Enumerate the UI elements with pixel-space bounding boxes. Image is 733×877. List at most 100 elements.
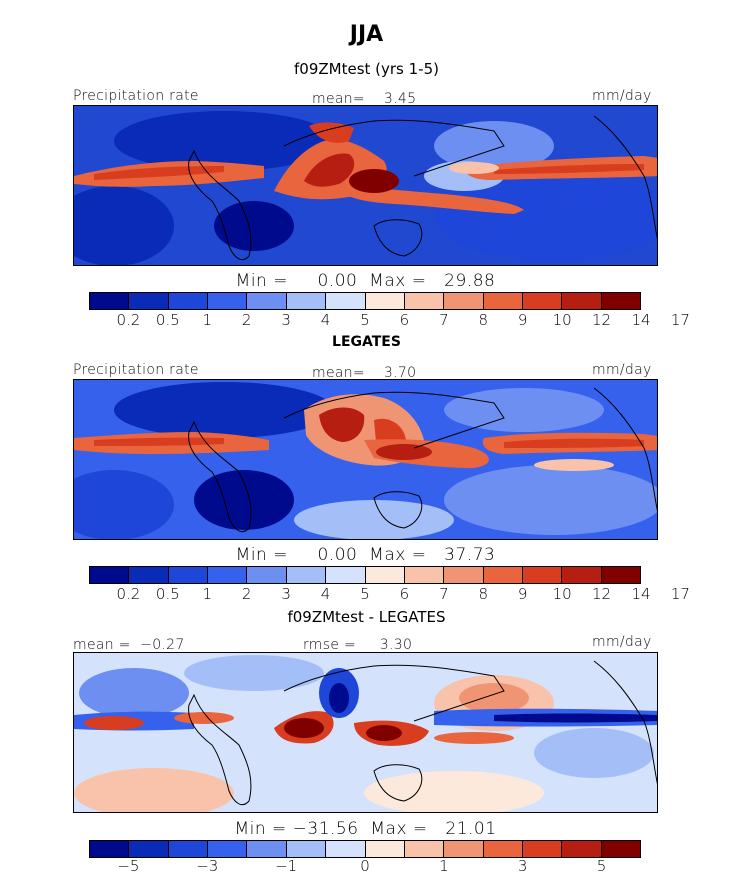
colorbar-segment	[404, 293, 445, 309]
colorbar-tick-label: 4	[320, 585, 331, 603]
colorbar-segment	[562, 293, 602, 309]
panel-1-min-max: Min = 0.00 Max = 29.88	[235, 271, 496, 291]
panel-1-units-label: mm/day	[592, 88, 652, 104]
colorbar-tick-label: 3	[281, 311, 291, 329]
colorbar-tick-label: 7	[439, 585, 449, 603]
colorbar-tick-label: 3	[281, 585, 291, 603]
colorbar-segment	[247, 841, 287, 857]
colorbar-segment	[601, 841, 641, 857]
colorbar-tick-label: 14	[631, 311, 651, 329]
colorbar-segment	[129, 567, 169, 583]
colorbar-tick-label: 0.5	[155, 585, 180, 603]
colorbar-tick-label: 0.2	[116, 311, 141, 329]
colorbar-segment	[444, 293, 484, 309]
colorbar-segment	[168, 841, 209, 857]
colorbar-segment	[90, 293, 130, 309]
panel-3-mean-label: mean = −0.27	[73, 637, 185, 653]
colorbar-tick-label: 1	[202, 311, 213, 329]
colorbar-tick-label: 1	[202, 585, 213, 603]
colorbar-tick-label: −5	[117, 857, 140, 875]
colorbar-segment	[326, 841, 366, 857]
colorbar-segment	[365, 841, 405, 857]
colorbar-tick-label: 17	[670, 311, 690, 329]
panel-3-rmse-label: rmse = 3.30	[303, 637, 413, 653]
colorbar-tick-label: 14	[631, 585, 651, 603]
panel-2-units-label: mm/day	[592, 362, 652, 378]
colorbar-segment	[208, 293, 248, 309]
colorbar-segment	[483, 841, 523, 857]
colorbar-segment	[522, 841, 563, 857]
colorbar-tick-label: 12	[592, 585, 612, 603]
colorbar-segment	[483, 567, 523, 583]
colorbar-tick-label: 12	[592, 311, 612, 329]
colorbar-segment	[562, 567, 602, 583]
panel-2-colorbar-ticks: 0.2 0.5 1 2 3 4 5 6 7 8 9 10 12 14 17	[89, 585, 689, 605]
colorbar-segment	[444, 567, 484, 583]
colorbar-segment	[208, 567, 248, 583]
colorbar-tick-label: 9	[517, 311, 528, 329]
colorbar-segment	[208, 841, 248, 857]
colorbar-segment	[247, 293, 287, 309]
colorbar-segment	[90, 567, 130, 583]
colorbar-segment	[168, 567, 209, 583]
colorbar-tick-label: 5	[596, 857, 607, 875]
panel-3-map	[73, 652, 658, 813]
colorbar-tick-label: 0	[360, 857, 370, 875]
panel-1-colorbar	[89, 292, 641, 310]
panel-3-units-label: mm/day	[592, 634, 652, 650]
colorbar-segment	[522, 567, 563, 583]
panel-1-map	[73, 105, 658, 266]
colorbar-tick-label: 8	[478, 311, 489, 329]
colorbar-segment	[522, 293, 563, 309]
colorbar-segment	[404, 841, 445, 857]
colorbar-tick-label: 1	[439, 857, 449, 875]
colorbar-tick-label: 10	[552, 311, 572, 329]
panel-2-colorbar	[89, 566, 641, 584]
panel-3-min-max: Min = −31.56 Max = 21.01	[234, 819, 497, 839]
colorbar-segment	[326, 293, 366, 309]
colorbar-tick-label: 5	[360, 585, 370, 603]
colorbar-segment	[247, 567, 287, 583]
colorbar-segment	[562, 841, 602, 857]
colorbar-tick-label: 0.2	[116, 585, 141, 603]
colorbar-segment	[90, 841, 130, 857]
colorbar-segment	[444, 841, 484, 857]
panel-3-colorbar-ticks: −5 −3 −1 0 1 3 5	[89, 857, 641, 877]
colorbar-segment	[601, 293, 641, 309]
colorbar-tick-label: −3	[196, 857, 219, 875]
colorbar-tick-label: 0.5	[155, 311, 180, 329]
colorbar-segment	[326, 567, 366, 583]
colorbar-segment	[129, 841, 169, 857]
colorbar-segment	[365, 293, 405, 309]
colorbar-tick-label: 10	[552, 585, 572, 603]
colorbar-segment	[483, 293, 523, 309]
panel-1-variable-label: Precipitation rate	[73, 88, 199, 104]
colorbar-segment	[168, 293, 209, 309]
panel-1-mean-label: mean= 3.45	[312, 91, 417, 107]
colorbar-segment	[365, 567, 405, 583]
colorbar-segment	[601, 567, 641, 583]
colorbar-tick-label: 5	[360, 311, 370, 329]
panel-2-variable-label: Precipitation rate	[73, 362, 199, 378]
panel-2-title: LEGATES	[332, 334, 401, 350]
colorbar-segment	[404, 567, 445, 583]
figure-title: JJA	[349, 22, 384, 47]
colorbar-segment	[286, 841, 327, 857]
colorbar-tick-label: 7	[439, 311, 449, 329]
colorbar-tick-label: −1	[275, 857, 298, 875]
colorbar-segment	[129, 293, 169, 309]
panel-3-title: f09ZMtest - LEGATES	[287, 608, 446, 626]
panel-1-colorbar-ticks: 0.2 0.5 1 2 3 4 5 6 7 8 9 10 12 14 17	[89, 311, 689, 331]
colorbar-tick-label: 9	[517, 585, 528, 603]
panel-3-colorbar	[89, 840, 641, 858]
panel-2-mean-label: mean= 3.70	[312, 365, 417, 381]
colorbar-tick-label: 6	[399, 311, 410, 329]
colorbar-segment	[286, 293, 327, 309]
colorbar-tick-label: 2	[241, 585, 252, 603]
panel-1-title: f09ZMtest (yrs 1-5)	[294, 60, 439, 78]
colorbar-tick-label: 4	[320, 311, 331, 329]
panel-2-map	[73, 379, 658, 540]
colorbar-tick-label: 6	[399, 585, 410, 603]
colorbar-segment	[286, 567, 327, 583]
colorbar-tick-label: 2	[241, 311, 252, 329]
